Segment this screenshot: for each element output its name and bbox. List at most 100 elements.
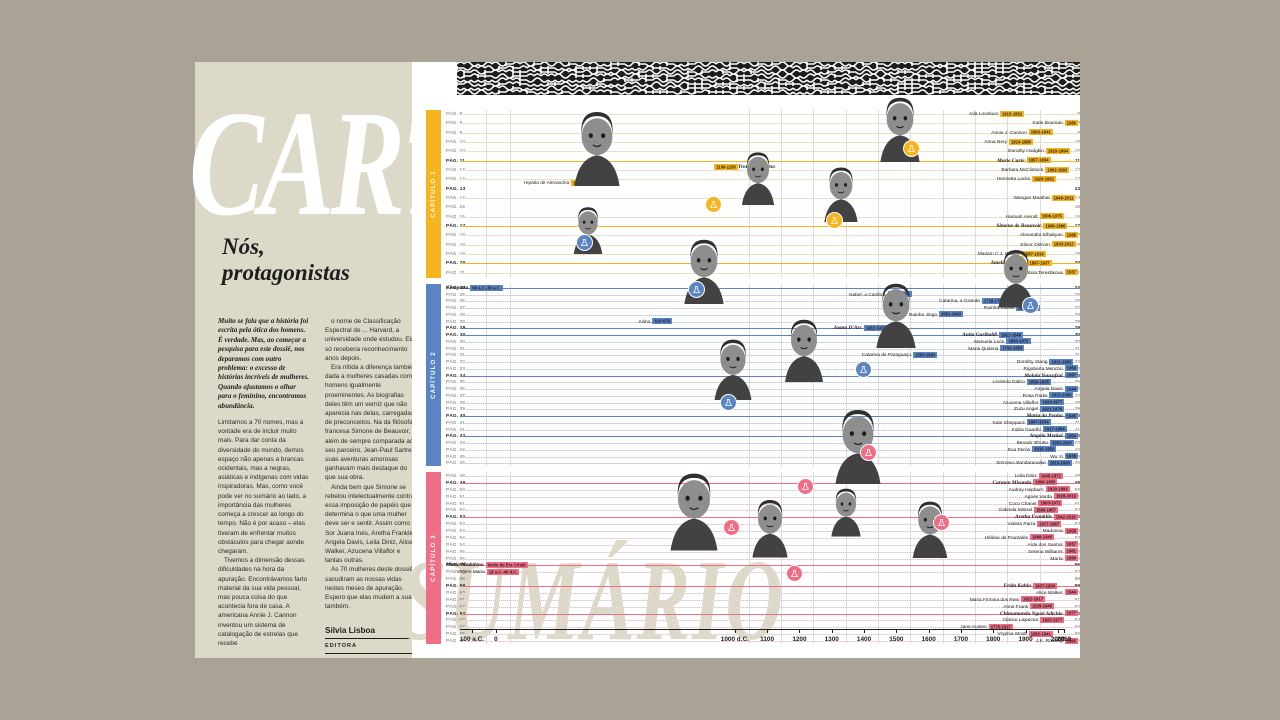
timeline-entry[interactable]: Maria Madalena início da Era Cristã [446,561,528,568]
timeline-entry[interactable]: Carmen Miranda 1909-1955 [446,479,1058,486]
page-label[interactable]: PÁG. 51 [446,493,466,499]
timeline-entry[interactable]: Henrietta Lacks 1920-1951 [446,175,1057,182]
page-label[interactable]: PÁG. 48 [446,473,466,478]
timeline-entry[interactable]: Simone de Beauvoir 1908-1986 [446,222,1068,229]
page-label[interactable]: PÁG. 40 [446,413,466,419]
timeline-entry[interactable]: Anna Nery 1814-1880 [446,138,1034,145]
page-label[interactable]: PÁG. 30 [446,332,466,338]
timeline-entry[interactable]: Wangari Maathai 1940-2011 [446,194,1076,201]
timeline-entry[interactable]: Maria Firmina dos Reis 1822-1917 [446,596,1046,603]
chapter-tab-3[interactable]: CAPÍTULO 3 [426,472,441,644]
page-label[interactable]: PÁG. 12 [446,176,466,182]
page-label[interactable]: PÁG. 34 [446,372,466,378]
timeline-entry[interactable]: Dorothy Hodgkin 1910-1994 [446,147,1070,154]
timeline-entry[interactable]: Dorothy Stang 1931-2005 [446,358,1074,365]
page-label[interactable]: PÁG. 31 [446,352,466,358]
page-label[interactable]: PÁG. 41 [446,419,466,425]
timeline-entry[interactable]: Wu Yi 1938 [446,453,1078,460]
timeline-entry[interactable]: Zuzu Angel 1921-1976 [446,405,1065,412]
timeline-entry[interactable]: Catarina de Paraguaçu 1503-1583 [446,351,938,358]
page-label[interactable]: PÁG. 42 [446,433,466,439]
timeline-entry[interactable]: Benazir Bhutto 1953-2007 [446,439,1075,446]
timeline-entry[interactable]: Manuela León 1860-1872 [446,338,1031,345]
page-label[interactable]: PÁG. 58 [446,576,466,582]
page-label[interactable]: PÁG. 15 [446,204,466,210]
page-label[interactable]: PÁG. 30 [446,338,466,344]
timeline-entry[interactable]: Ada Lovelace 1815-1852 [446,110,1025,117]
timeline-entry[interactable]: Clarice Lispector 1920-1977 [446,616,1065,623]
timeline-entry[interactable]: Valentina Tereshkova 1937 [446,269,1078,276]
page-label[interactable]: PÁG. 13 [446,185,466,191]
page-label[interactable]: PÁG. 18 [446,241,466,247]
page-label[interactable]: PÁG. 21 [446,269,466,275]
chapter-tab-2[interactable]: CAPÍTULO 2 [426,284,441,466]
page-label[interactable]: PÁG. 25 [446,291,466,297]
page-label[interactable]: PÁG. 31 [446,345,466,351]
page-label[interactable]: PÁG. 28 [446,318,466,324]
page-label[interactable]: PÁG. 57 [446,569,466,575]
page-label[interactable]: PÁG. 41 [446,426,466,432]
page-label[interactable]: PÁG. 35 [446,379,466,385]
page-label[interactable]: PÁG. 60 [446,589,466,595]
timeline-entry[interactable]: Leolinda Daltro 1859-1935 [446,378,1051,385]
page-label[interactable]: PÁG. 45 [446,453,466,459]
page-label[interactable]: PÁG. 55 [446,548,466,554]
timeline-entry[interactable]: Sirimavo Bandaranaike 1916-2000 [446,459,1072,466]
page-label[interactable]: PÁG. 24 [446,285,466,290]
timeline-entry[interactable]: J.K. Rowling 1965 [446,637,1078,644]
timeline-entry[interactable]: Rainha Jinga 1581-1663 [446,311,963,318]
timeline-entry[interactable]: Madam C.J. Walker 1867-1919 [446,250,1046,257]
timeline-entry[interactable]: Alexandra Elbakyan 1988 [446,231,1078,238]
page-label[interactable]: PÁG. 19 [446,251,466,256]
page-label[interactable]: PÁG. 53 [446,528,466,534]
page-label[interactable]: PÁG. 26 [446,298,466,304]
page-label[interactable]: PÁG. 56 [446,562,466,568]
page-label[interactable]: PÁG. 18 [446,232,466,238]
timeline-entry[interactable]: Madonna 1958 [446,527,1078,534]
timeline-entry[interactable]: Alice Walker 1944 [446,589,1078,596]
timeline-entry[interactable]: Virgem Maria 18 a.C.-40 d.C. [446,568,520,575]
timeline-entry[interactable]: Annie J. Cannon 1863-1941 [446,129,1053,136]
timeline-entry[interactable]: Barbara McClintock 1902-1992 [446,166,1070,173]
page-label[interactable]: PÁG. 32 [446,359,466,365]
timeline-entry[interactable]: Gabriela Mistral 1889-1957 [446,506,1058,513]
page-label[interactable]: PÁG. 49 [446,479,466,485]
page-label[interactable]: PÁG. 45 [446,460,466,466]
page-label[interactable]: PÁG. 33 [446,365,466,371]
timeline-entry[interactable]: Marie Curie 1867-1934 [446,157,1051,164]
page-label[interactable]: PÁG. 52 [446,507,466,513]
page-label[interactable]: PÁG. 62 [446,603,466,609]
timeline-entry[interactable]: Aretha Franklin 1942-2018 [446,513,1078,520]
page-label[interactable]: PÁG. 50 [446,486,466,492]
page-label[interactable]: PÁG. 43 [446,440,466,446]
timeline-entry[interactable]: Maria da Penha 1945 [446,412,1078,419]
page-label[interactable]: PÁG. 65 [446,631,466,637]
page-label[interactable]: PÁG. 39 [446,406,466,412]
page-label[interactable]: PÁG. 63 [446,617,466,623]
timeline-entry[interactable]: Joana D'Arc 1412-1431 [446,324,889,331]
page-label[interactable]: PÁG. 9 [446,120,463,126]
timeline-entry[interactable]: Anita Garibaldi 1821-1849 [446,331,1024,338]
page-label[interactable]: PÁG. 53 [446,521,466,527]
timeline-entry[interactable]: Anne Frank 1929-1945 [446,603,1055,610]
timeline-entry[interactable]: Coco Chanel 1883-1971 [446,500,1063,507]
page-label[interactable]: PÁG. 62 [446,610,466,616]
page-label[interactable]: PÁG. 9 [446,129,463,135]
timeline-entry[interactable]: Audrey Hepburn 1929-1993 [446,486,1070,493]
page-label[interactable]: PÁG. 51 [446,500,466,506]
timeline-entry[interactable]: Rigoberta Menchú 1959 [446,365,1078,372]
page-label[interactable]: PÁG. 14 [446,195,466,200]
timeline-entry[interactable]: Chimamanda Ngozi Adichie 1977 [446,610,1078,617]
timeline-entry[interactable]: Kate Sheppard 1847-1934 [446,419,1051,426]
timeline-entry[interactable]: Rosa Parks 1913-2005 [446,392,1074,399]
timeline-entry[interactable]: Malala Yousafzai 1997 [446,372,1078,379]
timeline-entry[interactable]: Maria Quitéria 1792-1853 [446,345,1025,352]
timeline-entry[interactable]: Violeta Parra 1917-1967 [446,520,1062,527]
timeline-entry[interactable]: Azucena Villaflor 1924-1977 [446,399,1065,406]
timeline-entry[interactable]: Marta 1986 [446,555,1078,562]
timeline-entry[interactable]: Amelia Earhart1897-1937 [446,259,1052,266]
page-label[interactable]: PÁG. 20 [446,260,466,266]
timeline-entry[interactable]: Elinor Ostrom 1933-2012 [446,241,1076,248]
page-label[interactable]: PÁG. 64 [446,624,466,630]
page-label[interactable]: PÁG. 10 [446,139,466,144]
